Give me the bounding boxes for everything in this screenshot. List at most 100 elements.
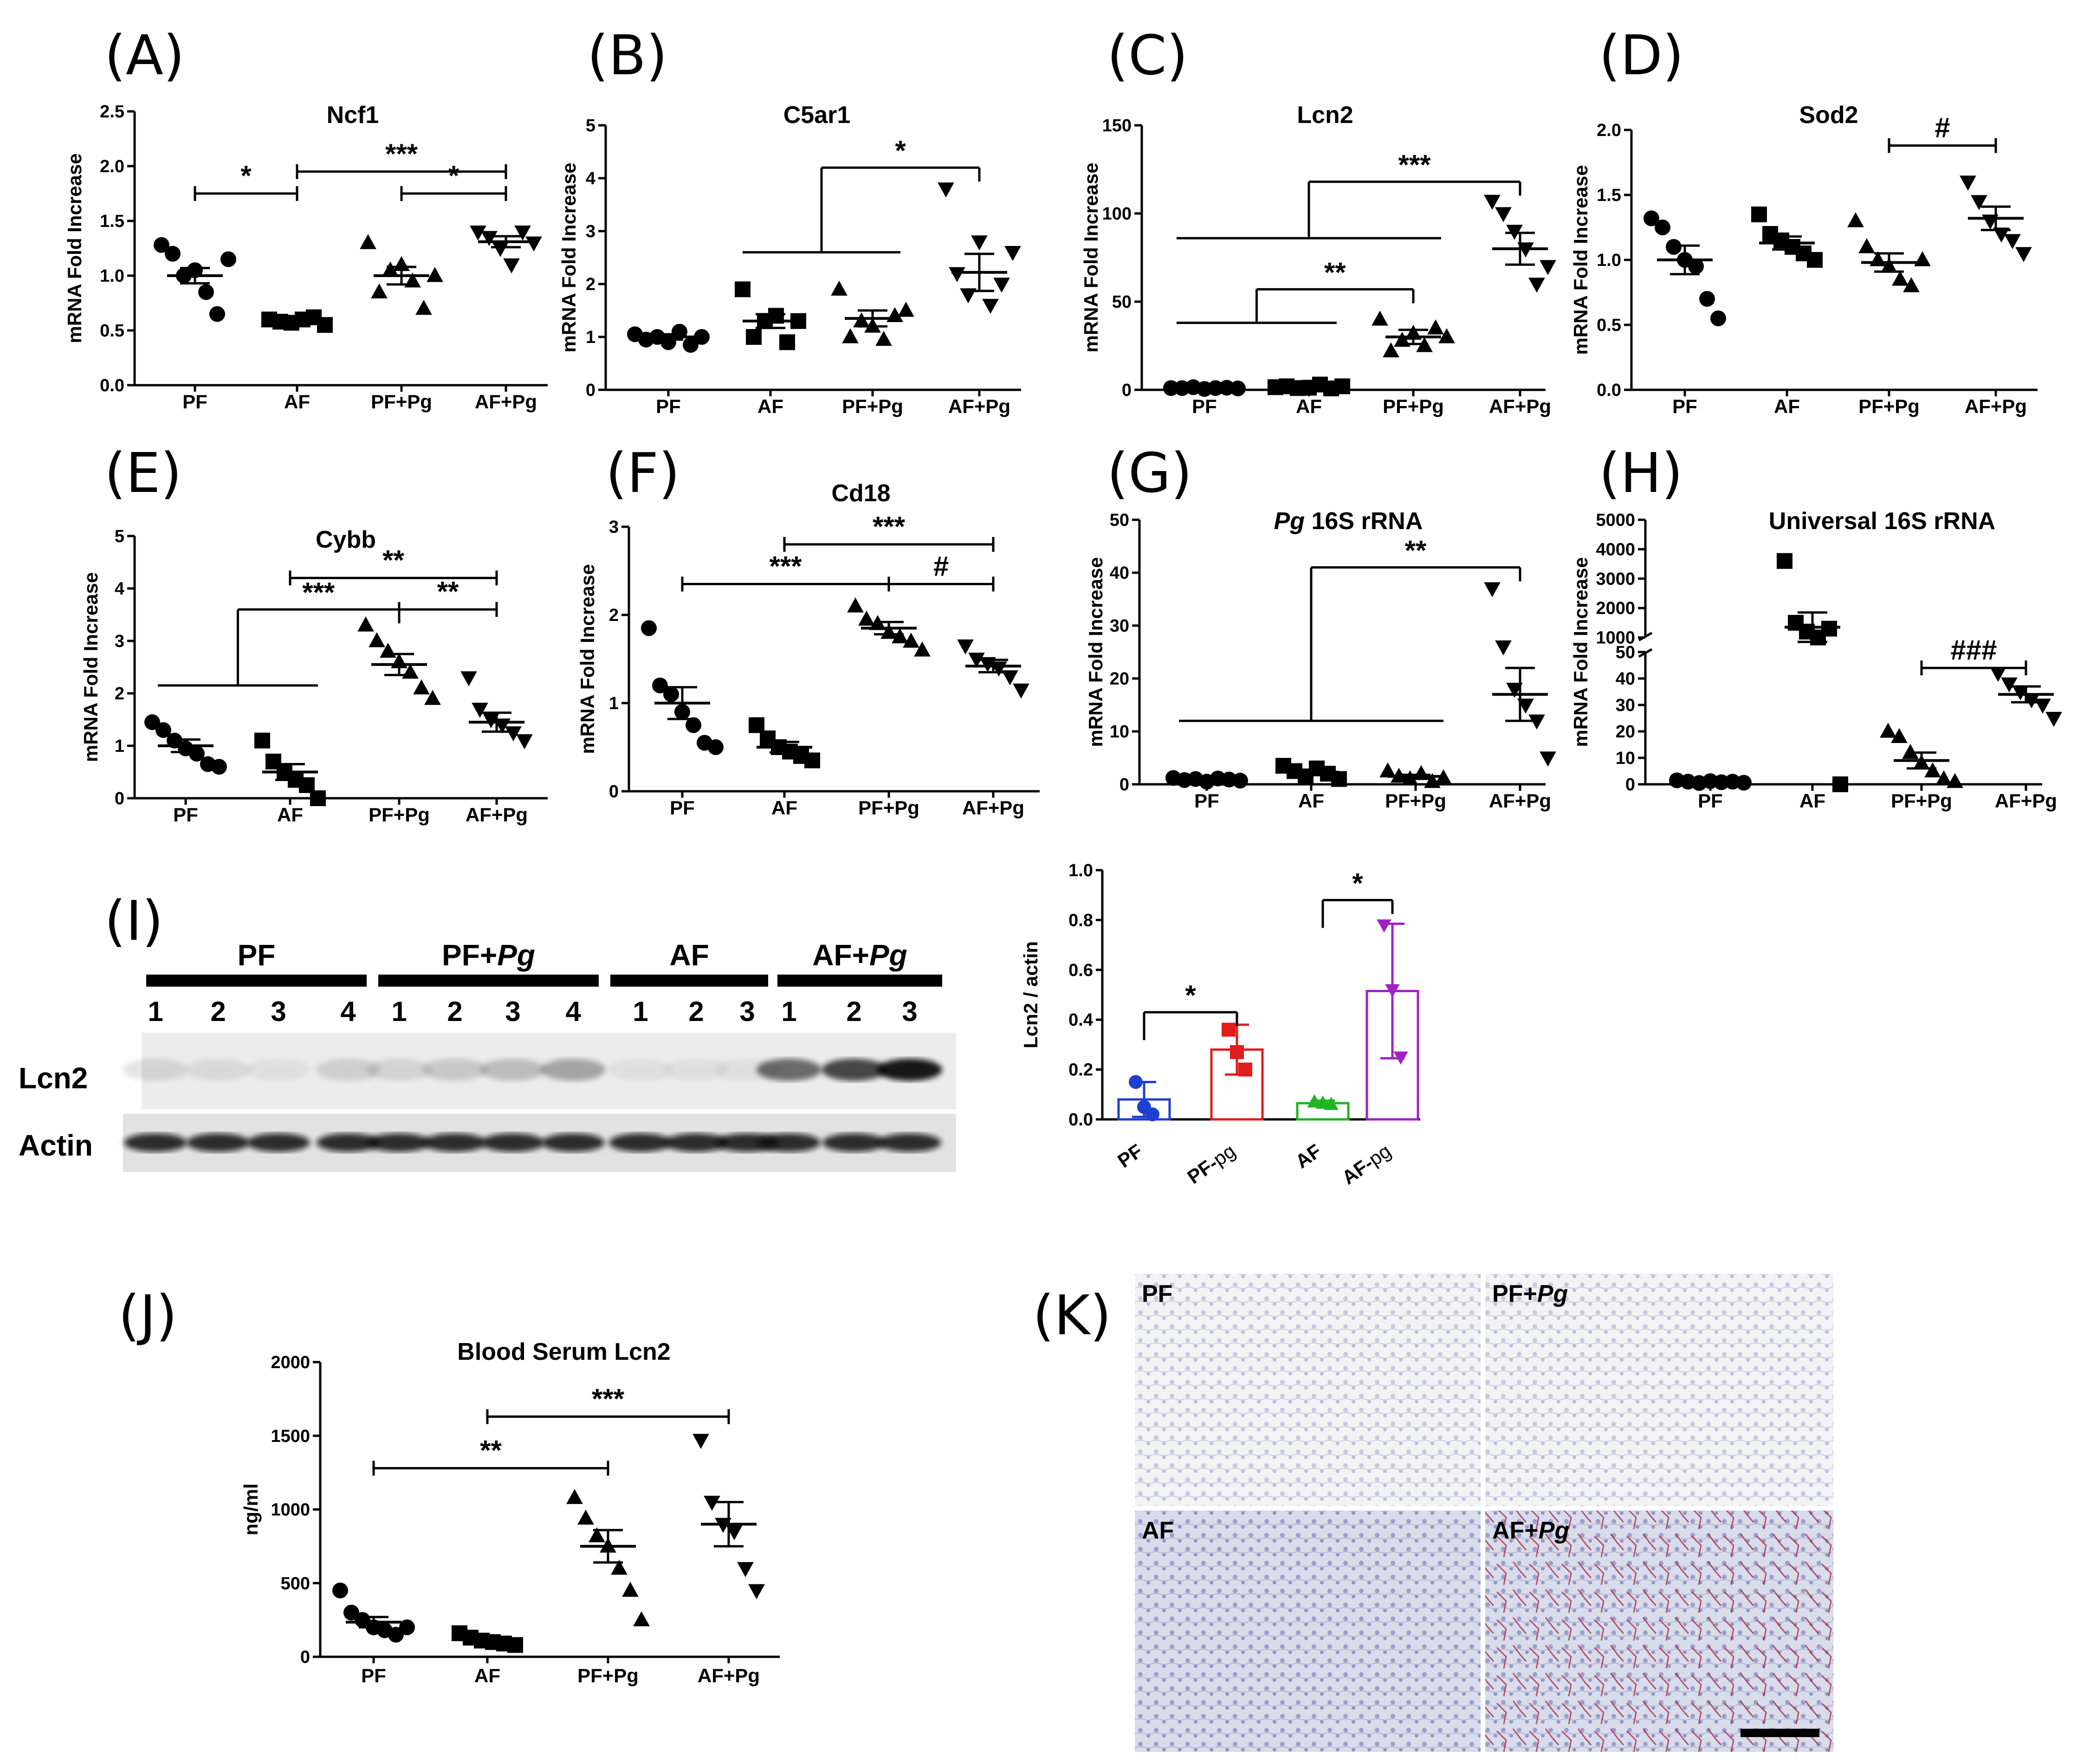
chart-b-point [842, 328, 859, 343]
chart-d-point [1807, 252, 1823, 268]
chart-f-point [858, 610, 875, 626]
blot-group-label-part: PF [238, 938, 276, 972]
chart-h-x-tick-label: PF+Pg [1891, 790, 1952, 812]
chart-h-y-tick-label: 20 [1616, 722, 1635, 742]
chart-b-y-axis-label: mRNA Fold Increase [558, 162, 580, 352]
chart-d-sig-label: # [1935, 112, 1950, 143]
chart-g-point [1528, 714, 1545, 730]
chart-d-x-tick-label: AF [1774, 395, 1800, 417]
chart-d-y-axis-label: mRNA Fold Increase [1570, 165, 1592, 355]
chart-i-point [1129, 1075, 1143, 1089]
panel-label-h: (H) [1599, 441, 1683, 505]
chart-j-y-tick-label: 500 [281, 1574, 310, 1593]
chart-h-point [1880, 723, 1896, 738]
chart-h-point [1902, 743, 1919, 759]
chart-g-point [1495, 640, 1512, 656]
chart-e-point [505, 726, 522, 742]
chart-g-point [1517, 698, 1534, 714]
chart-e-point [483, 713, 499, 729]
chart-c-y-tick-label: 100 [1102, 204, 1132, 224]
panel-label-c: (C) [1107, 23, 1188, 87]
chart-a-y-tick-label: 1.5 [100, 212, 124, 231]
blot-band-lcn2 [422, 1059, 487, 1081]
chart-j-point [589, 1527, 605, 1543]
chart-pg16s: 0 10 20 30 40 50 mRNA Fold Increase PF AF PF+Pg AF… [1085, 510, 1556, 812]
chart-c-point [1163, 380, 1179, 396]
chart-b-point [779, 334, 795, 350]
chart-b-point [982, 299, 999, 314]
blot-lane-number: 1 [781, 996, 796, 1027]
chart-i-y-axis-label: Lcn2 / actin [1020, 941, 1042, 1048]
chart-g-point [1232, 773, 1248, 789]
blot-group-label-part: Pg [497, 938, 535, 972]
chart-f-point [903, 633, 919, 648]
chart-i-point [1238, 1062, 1252, 1077]
chart-e-point [413, 679, 430, 695]
chart-f-sig-label: *** [769, 551, 802, 582]
chart-i-y-tick-label: 0.2 [1068, 1060, 1093, 1080]
chart-g-point [1506, 683, 1523, 698]
chart-i-x-tick-label: PF-pg [1184, 1140, 1240, 1188]
blot-band-actin [822, 1133, 886, 1152]
blot-band-actin [878, 1133, 941, 1152]
chart-a-point [525, 236, 542, 252]
chart-g-y-axis-label: mRNA Fold Increase [1085, 557, 1106, 747]
chart-j-point [611, 1559, 628, 1575]
chart-i-y-tick-label: 0.4 [1068, 1010, 1093, 1030]
blot-band-actin [368, 1133, 431, 1152]
chart-i-y-tick-label: 0.6 [1068, 961, 1093, 980]
chart-b-x-tick-label: PF+Pg [842, 395, 903, 417]
blot-group-label: AF [669, 938, 709, 972]
chart-c-point [1540, 260, 1556, 275]
chart-b-point [949, 267, 965, 282]
chart-g-sig-label: ** [1405, 535, 1427, 566]
chart-a-x-tick-label: PF [182, 391, 207, 413]
chart-h-x-tick-label: PF [1698, 790, 1723, 812]
chart-d-point [1914, 251, 1931, 266]
chart-f-point [663, 686, 679, 702]
blot-band-lcn2 [664, 1059, 729, 1081]
chart-f-x-tick-label: PF+Pg [858, 797, 919, 819]
chart-e-y-tick-label: 4 [115, 579, 124, 599]
chart-d-y-tick-label: 1.5 [1597, 186, 1621, 205]
chart-b-sig-label: * [895, 135, 906, 166]
chart-i-point [1377, 919, 1391, 933]
chart-e-x-tick-label: AF [277, 804, 303, 826]
chart-b-point [971, 235, 988, 251]
chart-f-point [968, 653, 985, 668]
chart-d-point [1993, 227, 2010, 243]
chart-a-y-tick-label: 0.5 [100, 321, 124, 341]
chart-h-point [2001, 677, 2018, 693]
chart-c-x-tick-label: PF+Pg [1383, 395, 1444, 417]
panel-label-b: (B) [587, 23, 667, 87]
chart-f-point [686, 717, 701, 733]
chart-g-y-tick-label: 30 [1110, 616, 1129, 636]
chart-h-point [2023, 693, 2040, 709]
chart-a-point [165, 246, 181, 262]
chart-f-sig-label: *** [873, 511, 906, 542]
blot-lane-number: 3 [739, 996, 755, 1027]
chart-g-y-tick-label: 10 [1110, 722, 1129, 742]
blot-band-lcn2 [186, 1059, 251, 1081]
panel-label-j: (J) [118, 1283, 177, 1347]
chart-c-point [1484, 194, 1501, 210]
chart-i-sig-label: * [1185, 980, 1196, 1011]
chart-j-point [388, 1627, 404, 1643]
blot-lane-number: 3 [902, 996, 917, 1027]
panel-label-a: (A) [104, 23, 185, 87]
chart-h-y-tick-label: 1000 [1596, 628, 1635, 648]
chart-j-point [566, 1489, 583, 1504]
chart-b-y-tick-label: 1 [586, 328, 595, 347]
chart-j-y-tick-label: 0 [300, 1648, 310, 1667]
chart-a-point [360, 234, 376, 249]
chart-c-y-axis-label: mRNA Fold Increase [1080, 162, 1102, 352]
chart-cd18: 0 1 2 3 mRNA Fold Increase PF AF PF+Pg AF+Pg *** *… [576, 511, 1040, 819]
chart-title-cybb: Cybb [316, 526, 376, 553]
chart-d-point [1666, 239, 1682, 255]
blot-group-bar [378, 975, 599, 987]
chart-d-point [1847, 212, 1864, 227]
chart-e-sig-label: *** [302, 577, 335, 608]
chart-f-point [957, 639, 974, 655]
